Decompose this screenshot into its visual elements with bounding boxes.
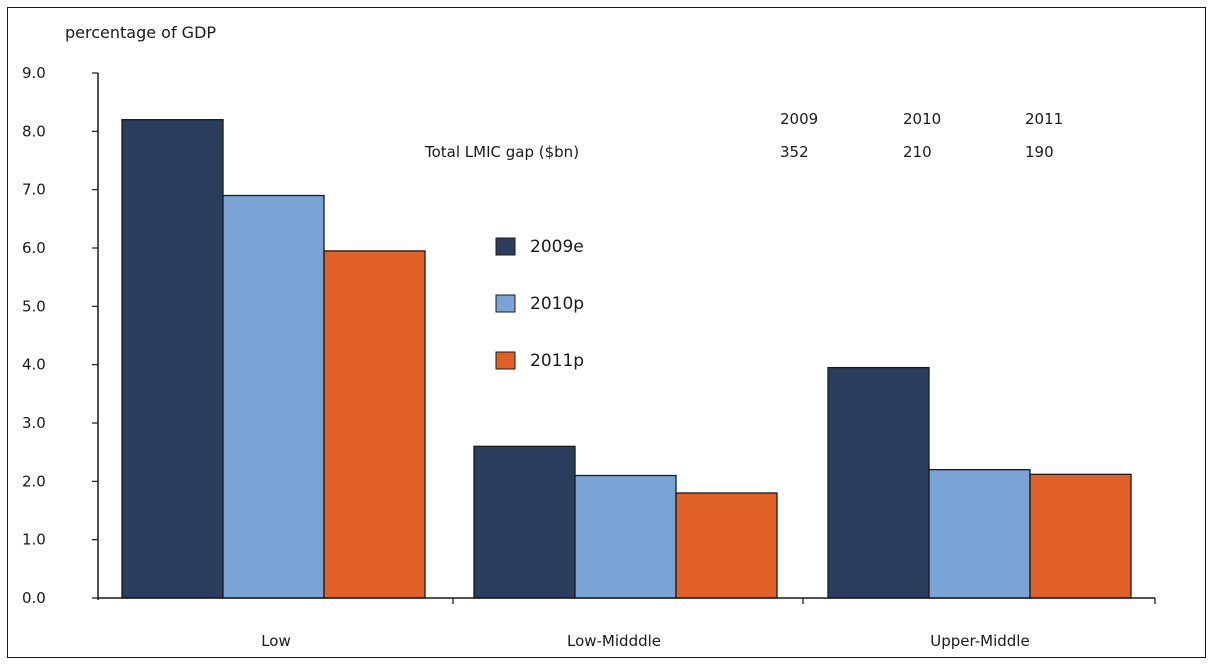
x-axis-ticks [452, 598, 1156, 604]
bar-low-2009e [121, 119, 224, 599]
gap-value-2010: 210 [903, 143, 932, 161]
y-tick-label: 0.0 [22, 589, 46, 607]
legend-swatch-2010p [495, 294, 516, 313]
bar-low-midddle-2009e [473, 445, 576, 599]
gap-value-2011: 190 [1025, 143, 1054, 161]
bar-upper-middle-2009e [827, 366, 930, 599]
legend-label-2011p: 2011p [530, 351, 584, 371]
y-tick-label: 8.0 [22, 122, 46, 140]
y-tick-label: 5.0 [22, 297, 46, 315]
legend-swatch-2011p [495, 351, 516, 370]
gap-year-2010: 2010 [903, 110, 941, 128]
y-axis-title: percentage of GDP [65, 23, 216, 42]
y-tick-label: 2.0 [22, 472, 46, 490]
category-labels: Low Low-Midddle Upper-Middle [261, 632, 1029, 650]
y-tick-label: 4.0 [22, 356, 46, 374]
y-axis-ticks: 0.0 1.0 2.0 3.0 4.0 5.0 6.0 7.0 8.0 9.0 [22, 64, 98, 607]
category-label: Upper-Middle [930, 632, 1029, 650]
y-tick-label: 1.0 [22, 531, 46, 549]
bars [121, 119, 1132, 599]
gap-table: 2009 2010 2011 Total LMIC gap ($bn) 352 … [424, 110, 1063, 161]
legend-swatch-2009e [495, 237, 516, 256]
bar-low-2010p [222, 194, 325, 599]
bar-low-midddle-2010p [574, 474, 677, 599]
gap-row-label: Total LMIC gap ($bn) [424, 143, 579, 161]
bar-low-2011p [323, 250, 426, 599]
bar-upper-middle-2010p [928, 469, 1031, 599]
category-label: Low [261, 632, 291, 650]
gap-year-2009: 2009 [780, 110, 818, 128]
bar-low-midddle-2011p [675, 492, 778, 599]
gap-year-2011: 2011 [1025, 110, 1063, 128]
bar-upper-middle-2011p [1029, 473, 1132, 599]
legend-label-2010p: 2010p [530, 294, 584, 314]
y-tick-label: 6.0 [22, 239, 46, 257]
legend: 2009e 2010p 2011p [495, 237, 584, 371]
y-tick-label: 9.0 [22, 64, 46, 82]
gap-value-2009: 352 [780, 143, 809, 161]
category-label: Low-Midddle [567, 632, 661, 650]
y-tick-label: 7.0 [22, 181, 46, 199]
y-tick-label: 3.0 [22, 414, 46, 432]
legend-label-2009e: 2009e [530, 237, 584, 257]
